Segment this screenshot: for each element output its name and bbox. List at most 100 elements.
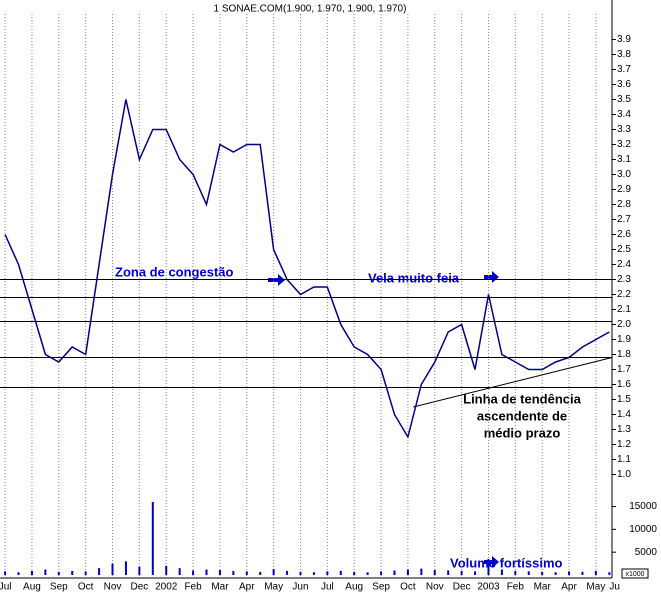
x-tick-label: Mar bbox=[534, 582, 552, 592]
volume-bar bbox=[447, 570, 450, 575]
volume-bar bbox=[500, 569, 503, 575]
x-tick-label: Apr bbox=[561, 582, 577, 592]
y-tick-label: 1.3 bbox=[617, 424, 631, 435]
annotation: Linha de tendência bbox=[463, 391, 582, 406]
y-tick-label: 3.9 bbox=[617, 34, 631, 45]
trend-line bbox=[413, 357, 613, 408]
volume-bar bbox=[151, 501, 154, 575]
y-tick-label: 1.2 bbox=[617, 439, 631, 450]
volume-bar bbox=[178, 568, 181, 575]
y-tick-label: 1.5 bbox=[617, 394, 631, 405]
volume-bar bbox=[487, 559, 490, 575]
y-tick-label: 2.7 bbox=[617, 214, 631, 225]
volume-bar bbox=[326, 571, 329, 575]
x-tick-label: Oct bbox=[78, 582, 94, 592]
annotation: Vela muito feia bbox=[368, 270, 460, 285]
volume-bar bbox=[71, 570, 74, 575]
volume-unit: x1000 bbox=[625, 571, 644, 578]
x-tick-label: May bbox=[586, 582, 605, 592]
y-tick-label: 1.1 bbox=[617, 454, 631, 465]
y-tick-label: 1.9 bbox=[617, 334, 631, 345]
volume-bar bbox=[218, 569, 221, 575]
y2-tick-label: 10000 bbox=[629, 524, 657, 535]
x-tick-label: Feb bbox=[507, 582, 525, 592]
volume-bar bbox=[232, 570, 235, 575]
volume-bar bbox=[608, 572, 611, 575]
volume-bar bbox=[312, 572, 315, 575]
annotation: Zona de congestão bbox=[115, 264, 234, 279]
volume-bar bbox=[474, 571, 477, 575]
volume-bar bbox=[393, 570, 396, 575]
y-tick-label: 1.6 bbox=[617, 379, 631, 390]
x-tick-label: Aug bbox=[23, 582, 41, 592]
y-tick-label: 3.6 bbox=[617, 79, 631, 90]
annotation: Volume fortíssimo bbox=[450, 555, 563, 570]
y-tick-label: 2.3 bbox=[617, 274, 631, 285]
annotation: médio prazo bbox=[484, 425, 561, 440]
volume-bar bbox=[138, 566, 141, 575]
volume-bar bbox=[353, 571, 356, 575]
y-tick-label: 2.6 bbox=[617, 229, 631, 240]
volume-bar bbox=[433, 569, 436, 575]
x-tick-label: Jun bbox=[292, 582, 308, 592]
y-tick-label: 1.8 bbox=[617, 349, 631, 360]
volume-bar bbox=[4, 571, 7, 575]
x-tick-label: Oct bbox=[400, 582, 416, 592]
y-tick-label: 3.4 bbox=[617, 109, 631, 120]
y-tick-label: 3.0 bbox=[617, 169, 631, 180]
volume-bar bbox=[30, 570, 33, 575]
y-tick-label: 2.2 bbox=[617, 289, 631, 300]
y-tick-label: 2.8 bbox=[617, 199, 631, 210]
volume-bar bbox=[380, 571, 383, 575]
volume-bar bbox=[581, 571, 584, 575]
volume-bar bbox=[594, 570, 597, 575]
volume-bar bbox=[84, 571, 87, 575]
volume-bar bbox=[98, 568, 101, 575]
x-tick-label: Mar bbox=[211, 582, 229, 592]
volume-bar bbox=[541, 571, 544, 575]
y-tick-label: 3.5 bbox=[617, 94, 631, 105]
y2-tick-label: 15000 bbox=[629, 501, 657, 512]
volume-bar bbox=[420, 568, 423, 575]
volume-bar bbox=[111, 563, 114, 575]
volume-bar bbox=[17, 572, 20, 575]
volume-bar bbox=[286, 570, 289, 575]
y-tick-label: 2.1 bbox=[617, 304, 631, 315]
x-tick-label: Dec bbox=[130, 582, 148, 592]
y-tick-label: 1.7 bbox=[617, 364, 631, 375]
y-tick-label: 3.3 bbox=[617, 124, 631, 135]
x-tick-label: Apr bbox=[239, 582, 255, 592]
x-tick-label: 2003 bbox=[477, 582, 500, 592]
x-tick-label: Sep bbox=[50, 582, 68, 592]
annotation: ascendente de bbox=[477, 408, 567, 423]
volume-bar bbox=[57, 571, 60, 575]
volume-bar bbox=[259, 571, 262, 575]
volume-bar bbox=[460, 570, 463, 575]
x-tick-label: Nov bbox=[426, 582, 444, 592]
y2-tick-label: 5000 bbox=[635, 547, 658, 558]
volume-bar bbox=[245, 571, 248, 575]
volume-bar bbox=[124, 561, 127, 575]
x-tick-label: May bbox=[264, 582, 283, 592]
volume-bar bbox=[299, 571, 302, 575]
x-tick-label: Sep bbox=[372, 582, 390, 592]
y-tick-label: 2.9 bbox=[617, 184, 631, 195]
y-tick-label: 1.0 bbox=[617, 469, 631, 480]
x-tick-label: Ju bbox=[609, 582, 620, 592]
x-tick-label: Jul bbox=[321, 582, 334, 592]
price-line bbox=[4, 99, 610, 439]
volume-bar bbox=[339, 570, 342, 575]
volume-bar bbox=[272, 569, 275, 575]
y-tick-label: 2.5 bbox=[617, 244, 631, 255]
volume-bar bbox=[192, 570, 195, 575]
x-tick-label: Nov bbox=[104, 582, 122, 592]
volume-bar bbox=[44, 569, 47, 575]
volume-bar bbox=[366, 572, 369, 575]
volume-bar bbox=[406, 569, 409, 575]
y-tick-label: 3.8 bbox=[617, 49, 631, 60]
x-tick-label: 2002 bbox=[155, 582, 178, 592]
y-tick-label: 3.1 bbox=[617, 154, 631, 165]
x-tick-label: Aug bbox=[345, 582, 363, 592]
volume-bar bbox=[514, 570, 517, 575]
